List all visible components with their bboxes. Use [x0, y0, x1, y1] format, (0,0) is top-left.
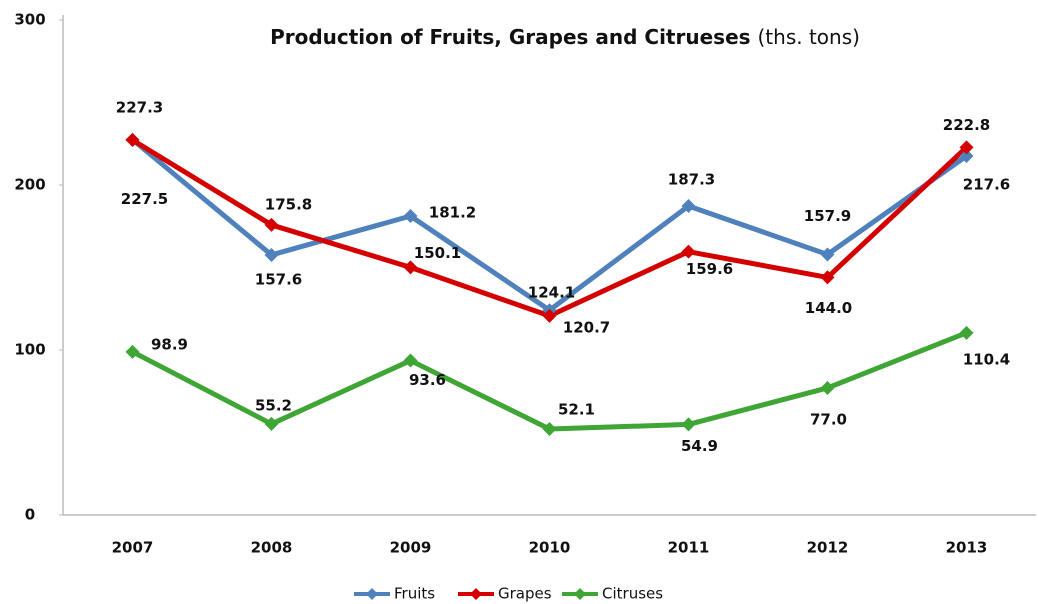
marker: [403, 209, 418, 224]
data-label: 159.6: [686, 260, 733, 278]
marker: [681, 198, 696, 213]
data-label: 222.8: [943, 116, 990, 134]
data-label: 150.1: [414, 244, 461, 262]
data-label: 120.7: [563, 318, 610, 336]
marker: [820, 270, 835, 285]
x-tick-label: 2007: [112, 539, 154, 557]
data-label: 54.9: [681, 437, 718, 455]
marker: [542, 422, 557, 437]
data-label: 227.3: [116, 98, 163, 116]
marker: [264, 217, 279, 232]
marker: [681, 244, 696, 259]
x-tick-label: 2010: [529, 539, 571, 557]
y-tick-label: 0: [25, 506, 35, 524]
marker: [264, 416, 279, 431]
data-label: 181.2: [429, 204, 476, 222]
x-tick-label: 2011: [668, 539, 710, 557]
title-units: (ths. tons): [758, 25, 860, 49]
legend-text: Fruits: [394, 585, 435, 603]
x-tick-label: 2008: [251, 539, 293, 557]
marker: [403, 353, 418, 368]
marker: [542, 308, 557, 323]
marker: [125, 132, 140, 147]
data-label: 187.3: [668, 170, 715, 188]
legend-marker: [574, 588, 586, 600]
data-label: 227.5: [121, 190, 168, 208]
legend-marker: [470, 588, 482, 600]
marker: [820, 380, 835, 395]
data-label: 110.4: [963, 350, 1010, 368]
marker: [403, 260, 418, 275]
marker: [959, 325, 974, 340]
data-label: 98.9: [151, 335, 188, 353]
x-tick-label: 2012: [807, 539, 849, 557]
marker: [681, 417, 696, 432]
data-label: 175.8: [265, 195, 312, 213]
data-label: 55.2: [255, 396, 292, 414]
legend-text: Grapes: [498, 585, 552, 603]
legend-marker: [366, 588, 378, 600]
legend-text: Citruses: [602, 585, 663, 603]
marker: [820, 247, 835, 262]
data-label: 93.6: [409, 371, 446, 389]
marker: [959, 140, 974, 155]
y-tick-label: 300: [14, 11, 45, 29]
y-tick-label: 200: [14, 176, 45, 194]
marker: [264, 247, 279, 262]
title-main: Production of Fruits, Grapes and Citrues…: [270, 25, 750, 49]
data-label: 124.1: [528, 284, 575, 302]
x-tick-label: 2009: [390, 539, 432, 557]
y-tick-label: 100: [14, 341, 45, 359]
data-label: 52.1: [558, 401, 595, 419]
chart-title: Production of Fruits, Grapes and Citrues…: [270, 25, 860, 49]
data-label: 144.0: [805, 299, 852, 317]
x-tick-label: 2013: [946, 539, 988, 557]
data-label: 157.9: [804, 207, 851, 225]
data-label: 77.0: [810, 410, 847, 428]
data-label: 157.6: [255, 270, 302, 288]
marker: [125, 344, 140, 359]
data-label: 217.6: [963, 175, 1010, 193]
marker: [959, 148, 974, 163]
